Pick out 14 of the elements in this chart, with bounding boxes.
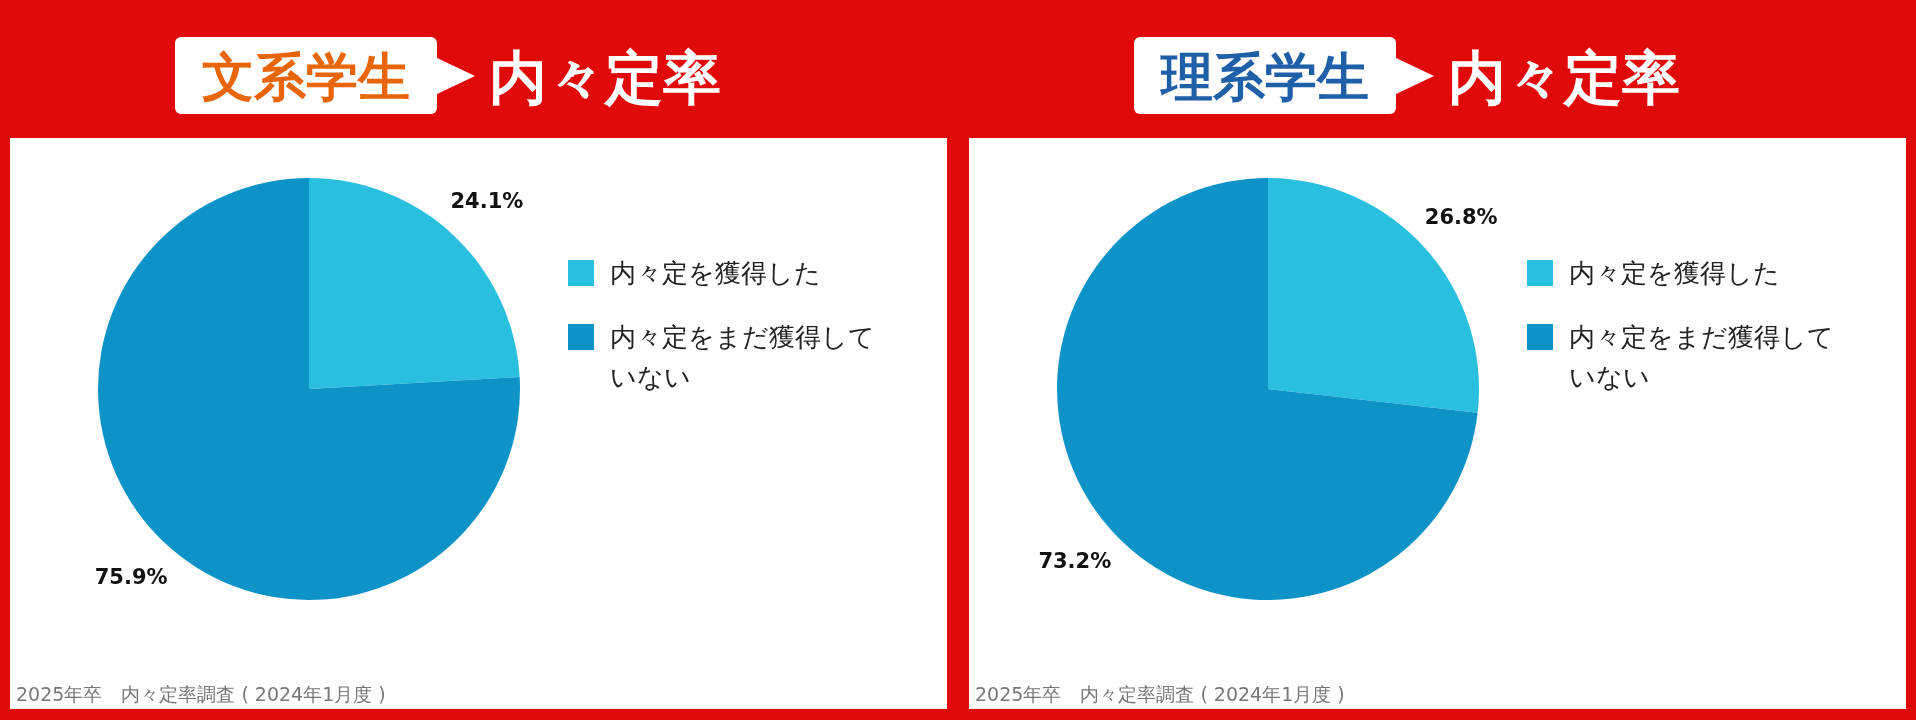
text: 2025年卒 内々定率調査 ( 2024年1月度 ) [975, 683, 1345, 705]
legend-label: 内々定をまだ獲得していない [1569, 322, 1834, 392]
text: 2025年卒 内々定率調査 ( 2024年1月度 ) [16, 683, 386, 705]
data-label: 75.9% [94, 565, 168, 590]
chart-title: 文系学生 [202, 47, 410, 107]
legend-label: 内々定を獲得した [610, 258, 821, 288]
data-label: 24.1% [450, 188, 524, 213]
chart-title: 理系学生 [1159, 47, 1369, 107]
data-label: 73.2% [1038, 549, 1112, 574]
data-label: 26.8% [1424, 204, 1498, 229]
chart-subtitle: 内々定率 [1448, 44, 1680, 112]
chart-subtitle: 内々定率 [489, 44, 721, 112]
legend-label: 内々定を獲得した [1569, 258, 1780, 288]
legend-label: 内々定をまだ獲得していない [610, 322, 875, 392]
